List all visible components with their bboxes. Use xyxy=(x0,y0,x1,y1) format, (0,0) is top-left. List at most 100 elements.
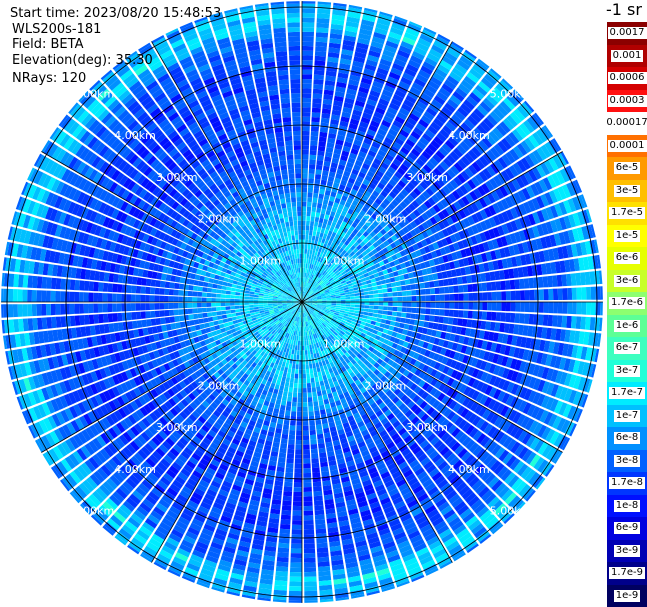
ppi-bin xyxy=(336,302,341,304)
ppi-bin xyxy=(439,309,445,316)
ppi-bin xyxy=(326,297,332,300)
ppi-bin xyxy=(315,174,322,180)
ppi-bin xyxy=(564,259,571,273)
ppi-bin xyxy=(333,202,339,209)
ppi-bin xyxy=(305,293,309,298)
ppi-bin xyxy=(508,268,515,279)
ppi-bin xyxy=(415,308,421,314)
ppi-bin xyxy=(317,241,321,247)
ppi-bin xyxy=(311,121,320,127)
ppi-bin xyxy=(451,41,464,51)
ppi-bin xyxy=(296,335,299,341)
ppi-bin xyxy=(382,217,390,225)
ppi-bin xyxy=(445,206,454,216)
ppi-bin xyxy=(409,278,415,284)
ppi-bin xyxy=(354,293,360,296)
ppi-bin xyxy=(326,142,335,149)
ppi-bin xyxy=(296,359,299,365)
ppi-bin xyxy=(392,120,403,129)
ppi-bin xyxy=(400,188,409,197)
ppi-bin xyxy=(329,226,335,232)
ppi-bin xyxy=(298,331,301,337)
ppi-bin xyxy=(307,283,310,288)
ppi-bin xyxy=(484,219,492,230)
ppi-bin xyxy=(348,288,354,292)
ppi-bin xyxy=(314,377,319,383)
ppi-bin xyxy=(406,302,412,307)
ppi-bin xyxy=(310,448,318,454)
ppi-bin xyxy=(382,198,391,206)
ppi-bin xyxy=(373,302,379,306)
ppi-bin xyxy=(302,291,305,297)
ppi-bin xyxy=(346,270,352,276)
ppi-bin xyxy=(590,286,596,300)
ppi-bin xyxy=(349,232,356,239)
ppi-bin xyxy=(366,234,373,241)
ppi-bin xyxy=(343,216,350,223)
ppi-bin xyxy=(303,501,313,507)
ppi-bin xyxy=(317,256,322,262)
ppi-bin xyxy=(536,224,545,237)
ppi-bin xyxy=(424,281,430,289)
ppi-bin xyxy=(303,267,306,273)
ppi-bin xyxy=(359,28,373,36)
ppi-bin xyxy=(581,226,589,240)
ppi-bin xyxy=(350,296,355,300)
ppi-bin xyxy=(487,192,496,204)
ppi-bin xyxy=(413,174,422,184)
ppi-bin xyxy=(309,249,313,255)
ppi-bin xyxy=(492,87,505,100)
ppi-bin xyxy=(378,260,385,267)
ppi-bin xyxy=(312,391,317,397)
ppi-bin xyxy=(436,240,444,249)
ppi-bin xyxy=(329,236,335,242)
ppi-bin xyxy=(294,472,302,478)
ppi-bin xyxy=(399,250,407,257)
ppi-bin xyxy=(568,165,576,179)
ppi-bin xyxy=(294,378,298,384)
ppi-bin xyxy=(339,225,345,232)
ppi-bin xyxy=(378,213,386,221)
ppi-bin xyxy=(373,111,384,120)
ppi-bin xyxy=(590,224,596,238)
ppi-bin xyxy=(437,221,446,230)
ppi-bin xyxy=(278,452,287,459)
ppi-bin xyxy=(515,176,525,189)
ppi-bin xyxy=(361,281,367,286)
ppi-bin xyxy=(372,286,378,291)
ppi-bin xyxy=(389,27,404,36)
ppi-bin xyxy=(316,27,329,33)
ppi-bin xyxy=(311,206,317,213)
ppi-bin xyxy=(520,102,533,116)
ppi-bin xyxy=(418,69,431,80)
ppi-bin xyxy=(440,198,449,208)
ppi-bin xyxy=(307,201,312,207)
ppi-bin xyxy=(495,83,509,96)
ppi-bin xyxy=(353,290,359,294)
ppi-bin xyxy=(372,220,379,228)
ppi-bin xyxy=(332,284,338,288)
ppi-bin xyxy=(367,54,380,63)
ppi-bin xyxy=(356,213,364,221)
ppi-bin xyxy=(398,45,412,55)
ppi-bin xyxy=(362,284,368,289)
ppi-bin xyxy=(302,383,307,389)
ppi-bin xyxy=(509,194,518,206)
ppi-bin xyxy=(331,221,337,228)
ppi-bin xyxy=(532,132,544,146)
ppi-bin xyxy=(373,158,382,166)
ppi-bin xyxy=(375,71,387,80)
ppi-bin xyxy=(503,246,511,257)
ppi-bin xyxy=(308,254,312,260)
ppi-bin xyxy=(426,52,440,63)
ppi-bin xyxy=(460,79,474,91)
ppi-bin xyxy=(463,75,477,87)
ppi-bin xyxy=(328,246,333,252)
ppi-bin xyxy=(306,282,309,288)
ppi-bin xyxy=(290,411,297,417)
ppi-bin xyxy=(394,115,405,125)
ppi-bin xyxy=(302,220,306,226)
ppi-bin xyxy=(422,164,432,174)
ppi-bin xyxy=(313,74,324,80)
ppi-bin xyxy=(429,225,438,234)
